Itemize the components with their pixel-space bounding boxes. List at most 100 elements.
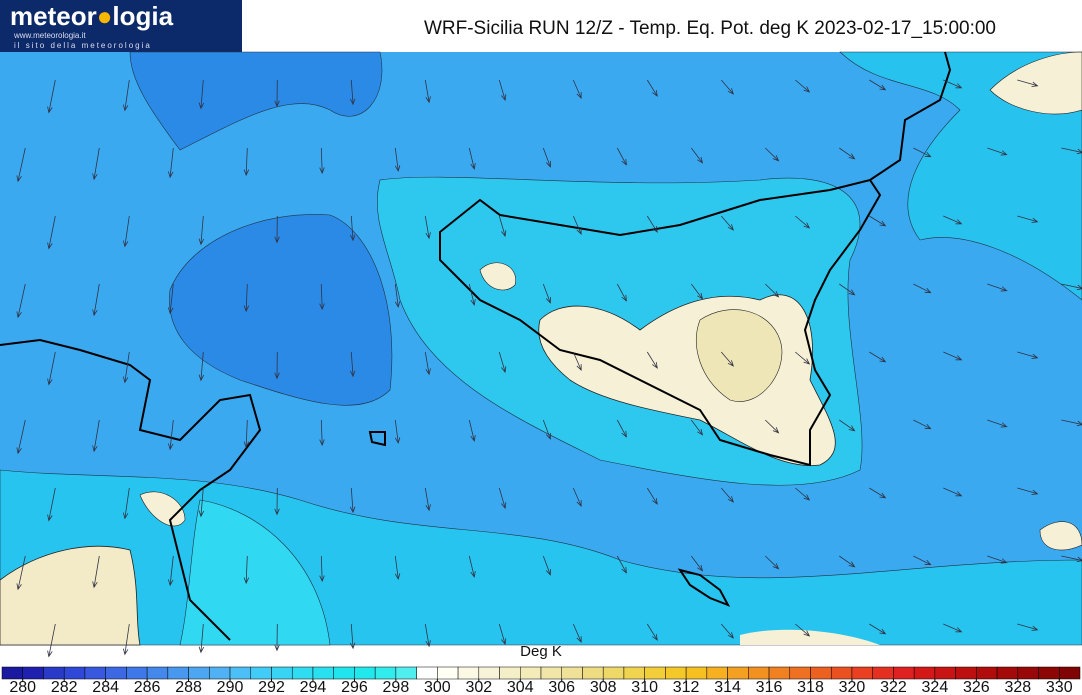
wind-arrow (646, 215, 658, 233)
wind-arrow (243, 147, 250, 177)
colorbar-tick-label: 298 (383, 679, 410, 695)
wind-arrow (572, 215, 582, 236)
wind-arrow (47, 215, 56, 250)
colorbar-cell (623, 666, 645, 680)
wind-arrow (542, 147, 552, 168)
colorbar-cell (934, 666, 956, 680)
colorbar-cell (1017, 666, 1039, 680)
colorbar-cell (188, 666, 210, 680)
wind-arrow (765, 555, 780, 570)
wind-arrow (1017, 623, 1039, 631)
colorbar-tick-label: 300 (424, 679, 451, 695)
wind-arrow (572, 623, 582, 644)
colorbar-tick-label: 280 (9, 679, 36, 695)
wind-arrow (319, 283, 325, 311)
wind-arrow (274, 623, 280, 652)
wind-arrow (16, 419, 26, 455)
wind-arrow (16, 283, 26, 319)
wind-arrow (1061, 147, 1082, 155)
wind-arrow (349, 623, 356, 650)
wind-arrow (319, 147, 325, 175)
wind-arrow (720, 351, 734, 367)
wind-arrow (394, 283, 401, 309)
wind-arrow (616, 419, 627, 438)
colorbar-cell (167, 666, 189, 680)
wind-arrow (542, 555, 552, 576)
wind-arrow (646, 351, 658, 369)
wind-arrow (839, 555, 856, 568)
wind-arrow (349, 79, 356, 106)
map (0, 51, 1082, 658)
colorbar-cell (354, 666, 376, 680)
colorbar-cell (872, 666, 894, 680)
colorbar-cell (893, 666, 915, 680)
colorbar-cell (478, 666, 500, 680)
colorbar-tick-label: 330 (1046, 679, 1073, 695)
wind-arrow (424, 79, 431, 104)
wind-arrow (542, 283, 552, 304)
wind-arrow (394, 147, 401, 173)
colorbar-cell (250, 666, 272, 680)
wind-arrow (616, 283, 627, 302)
wind-arrow (795, 487, 811, 501)
colorbar-tick-label: 306 (548, 679, 575, 695)
wind-arrow (646, 79, 658, 97)
wind-arrow (720, 215, 734, 231)
colorbar-cell (706, 666, 728, 680)
wind-arrow (839, 419, 856, 432)
wind-arrow (243, 283, 250, 313)
wind-arrow (1017, 351, 1039, 359)
colorbar-label: Deg K (520, 643, 562, 660)
wind-arrow (198, 623, 205, 654)
wind-arrow (869, 623, 887, 635)
wind-arrow (47, 623, 56, 658)
wind-arrow (468, 283, 476, 306)
wind-arrow (690, 283, 704, 300)
wind-arrow (1061, 555, 1082, 563)
colorbar-cell (955, 666, 977, 680)
wind-arrow (839, 147, 856, 160)
wind-arrow (795, 215, 811, 229)
colorbar-cell (105, 666, 127, 680)
wind-arrow (47, 79, 56, 114)
colorbar-cell (126, 666, 148, 680)
colorbar-tick-label: 324 (922, 679, 949, 695)
colorbar-cell (520, 666, 542, 680)
colorbar-cell (789, 666, 811, 680)
wind-arrow (795, 623, 811, 637)
colorbar-cell (333, 666, 355, 680)
colorbar-cell (996, 666, 1019, 680)
wind-arrow (869, 79, 887, 91)
colorbar-cell (768, 666, 791, 680)
wind-arrow (498, 623, 507, 646)
wind-arrow (616, 147, 627, 166)
colorbar-tick-label: 316 (756, 679, 783, 695)
wind-arrow (92, 283, 100, 317)
wind-arrow (1017, 79, 1039, 87)
wind-arrow (349, 351, 356, 378)
wind-arrow (765, 283, 780, 298)
wind-arrow (122, 79, 130, 112)
wind-arrow (47, 351, 56, 386)
wind-arrow (424, 351, 431, 376)
colorbar-cell (499, 666, 521, 680)
wind-arrow (198, 487, 205, 518)
wind-arrow (943, 215, 963, 225)
wind-arrow (987, 147, 1008, 156)
colorbar-tick-label: 296 (341, 679, 368, 695)
wind-arrow (690, 419, 704, 436)
colorbar-tick-label: 318 (797, 679, 824, 695)
wind-arrow (1017, 215, 1039, 223)
wind-arrow (274, 487, 280, 516)
colorbar-cell (146, 666, 169, 680)
wind-arrow (243, 419, 250, 449)
colorbar-cell (748, 666, 770, 680)
colorbar-tick-label: 320 (839, 679, 866, 695)
colorbar-cell (851, 666, 873, 680)
colorbar-tick-label: 282 (51, 679, 78, 695)
wind-arrow (198, 215, 205, 246)
wind-arrow (720, 623, 734, 639)
colorbar-cell (913, 666, 936, 680)
colorbar-tick-label: 292 (258, 679, 285, 695)
wind-arrow (795, 79, 811, 93)
